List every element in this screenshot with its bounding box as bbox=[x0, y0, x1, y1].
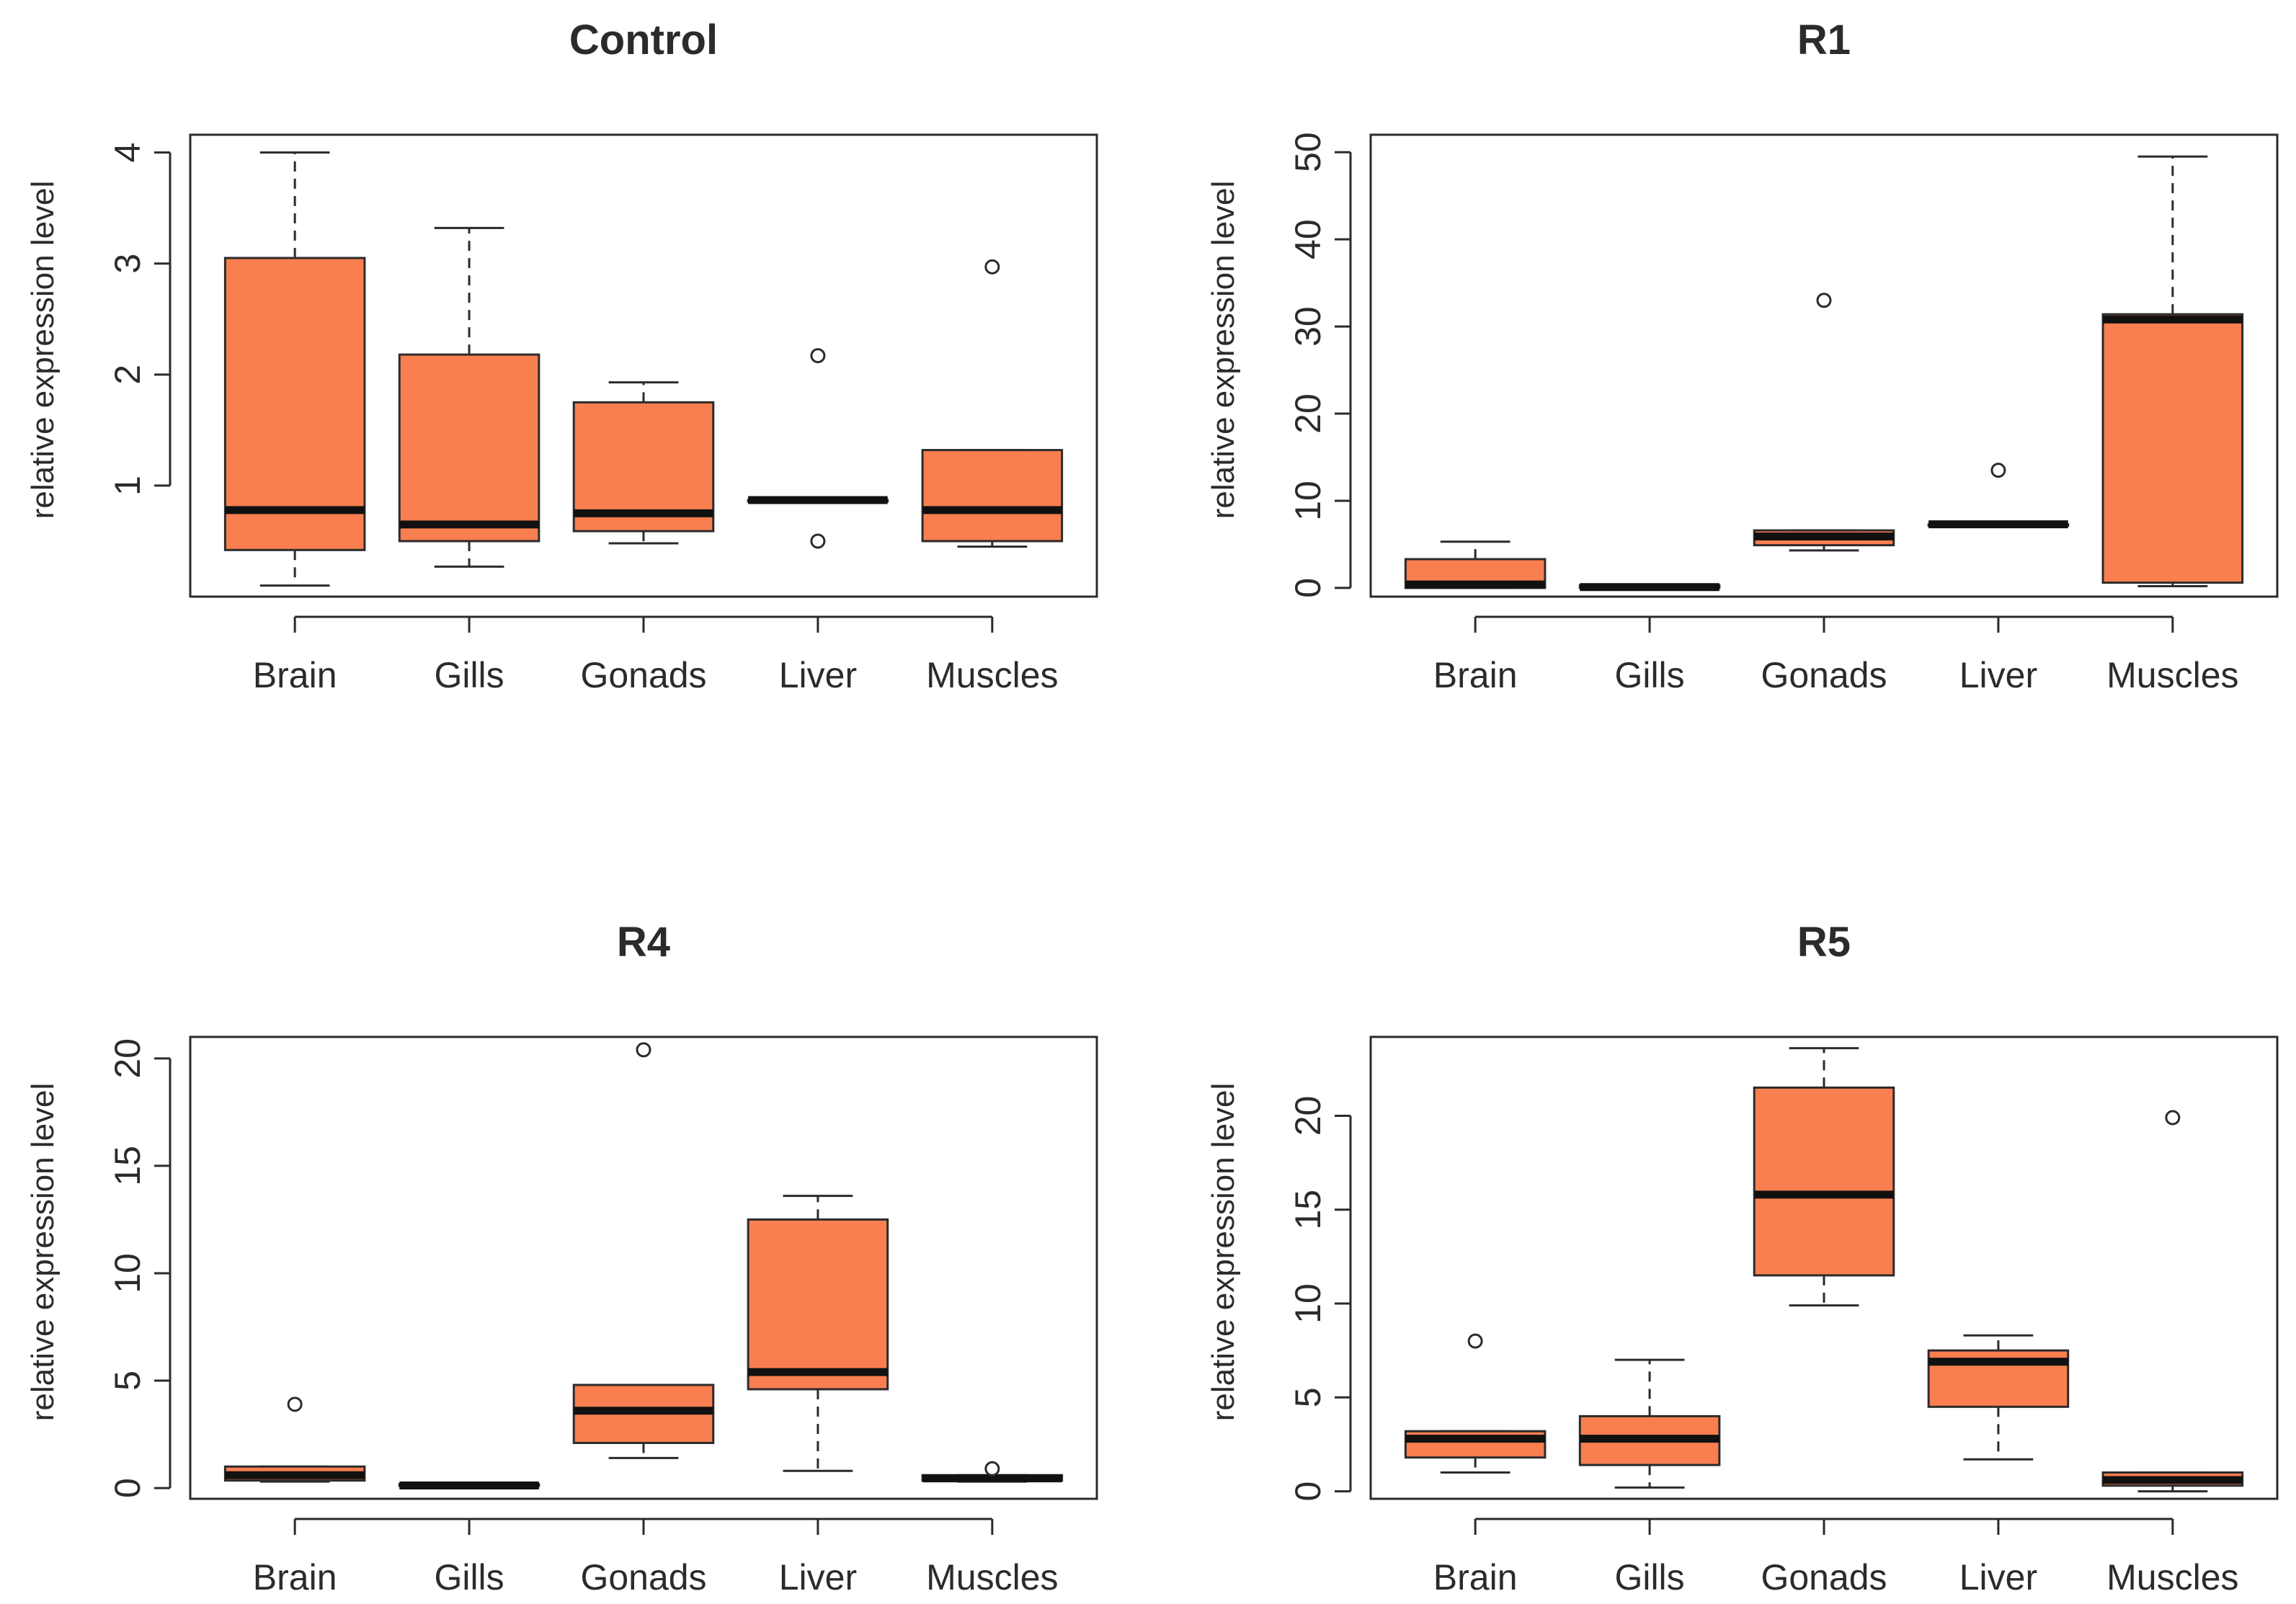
box-r4-liver bbox=[747, 1195, 889, 1472]
outlier-point bbox=[636, 1042, 651, 1058]
outlier-point bbox=[287, 1396, 303, 1412]
y-tick-label: 0 bbox=[107, 1478, 148, 1498]
x-tick-label: Gonads bbox=[1761, 1557, 1887, 1598]
y-tick-label: 1 bbox=[107, 476, 148, 496]
plot-frame bbox=[189, 1035, 1098, 1500]
x-tick-label: Brain bbox=[1433, 1557, 1518, 1598]
box-r5-muscles bbox=[2101, 1110, 2244, 1493]
panel-title: R4 bbox=[617, 919, 670, 966]
y-tick-label: 50 bbox=[1288, 132, 1328, 172]
y-tick-label: 40 bbox=[1288, 219, 1328, 259]
x-tick-label: Liver bbox=[779, 655, 857, 695]
box-iqr bbox=[747, 1218, 889, 1391]
outlier-point bbox=[984, 259, 1000, 275]
box-r4-brain bbox=[223, 1396, 366, 1483]
x-tick-label: Muscles bbox=[2106, 1557, 2238, 1598]
x-tick-label: Brain bbox=[253, 1557, 337, 1598]
x-tick-label: Liver bbox=[1959, 655, 2037, 695]
x-tick-label: Gills bbox=[434, 1557, 504, 1598]
x-tick-label: Liver bbox=[779, 1557, 857, 1598]
box-r4-gonads bbox=[572, 1042, 715, 1459]
x-tick-label: Muscles bbox=[926, 1557, 1058, 1598]
panel-r4: R4 0 5 10 15 20 relative expression level Brain… bbox=[25, 919, 1098, 1598]
box-r4-muscles bbox=[921, 1461, 1064, 1483]
y-tick-label: 5 bbox=[107, 1371, 148, 1391]
y-tick-label: 5 bbox=[1288, 1387, 1328, 1407]
x-tick-label: Muscles bbox=[926, 655, 1058, 695]
x-tick-label: Gonads bbox=[580, 1557, 706, 1598]
x-tick-label: Gonads bbox=[580, 655, 706, 695]
x-tick-label: Brain bbox=[253, 655, 337, 695]
x-tick-label: Liver bbox=[1959, 1557, 2037, 1598]
x-tick-label: Muscles bbox=[2106, 655, 2238, 695]
box-r1-gills bbox=[1578, 583, 1721, 592]
y-tick-label: 0 bbox=[1288, 578, 1328, 598]
x-tick-label: Brain bbox=[1433, 655, 1518, 695]
y-tick-label: 10 bbox=[1288, 1283, 1328, 1324]
x-tick-label: Gills bbox=[434, 655, 504, 695]
box-r5-gills bbox=[1578, 1358, 1721, 1489]
box-r4-gills bbox=[398, 1482, 540, 1490]
box-control-liver bbox=[747, 348, 889, 549]
plot-frame bbox=[1369, 133, 2279, 598]
outlier-point bbox=[1467, 1333, 1483, 1349]
x-tick-label: Gonads bbox=[1761, 655, 1887, 695]
box-r1-gonads bbox=[1753, 293, 1895, 552]
panel-control: Control 1 2 3 4 relative expression level Brai… bbox=[25, 17, 1098, 695]
box-iqr bbox=[1753, 1086, 1895, 1277]
y-tick-label: 15 bbox=[1288, 1190, 1328, 1230]
panel-r1: R1 0 10 20 30 40 50 relative expression level Br… bbox=[1206, 17, 2279, 695]
box-control-muscles bbox=[921, 259, 1064, 548]
box-r1-brain bbox=[1404, 540, 1547, 589]
outlier-point bbox=[2165, 1110, 2181, 1126]
y-tick-label: 3 bbox=[107, 254, 148, 274]
box-r5-brain bbox=[1404, 1333, 1547, 1474]
box-control-gonads bbox=[572, 381, 715, 545]
y-tick-label: 20 bbox=[1288, 1096, 1328, 1136]
y-tick-label: 15 bbox=[107, 1146, 148, 1186]
outlier-point bbox=[1990, 463, 2006, 478]
panel-title: R5 bbox=[1797, 919, 1851, 966]
panel-title: Control bbox=[569, 17, 718, 63]
y-axis-title: relative expression level bbox=[1206, 1083, 1241, 1422]
box-r1-liver bbox=[1927, 463, 2070, 529]
outlier-point bbox=[810, 533, 826, 549]
plot-frame bbox=[189, 133, 1098, 598]
y-axis-title: relative expression level bbox=[1206, 181, 1241, 520]
box-control-brain bbox=[223, 151, 366, 587]
y-tick-label: 2 bbox=[107, 365, 148, 385]
box-r5-liver bbox=[1927, 1334, 2070, 1461]
y-tick-label: 10 bbox=[1288, 481, 1328, 521]
y-tick-label: 4 bbox=[107, 143, 148, 163]
y-tick-label: 30 bbox=[1288, 306, 1328, 347]
outlier-point bbox=[810, 348, 826, 364]
box-iqr bbox=[921, 449, 1064, 543]
box-iqr bbox=[223, 257, 366, 551]
outlier-point bbox=[1816, 293, 1832, 308]
y-tick-label: 10 bbox=[107, 1253, 148, 1293]
y-axis-title: relative expression level bbox=[25, 181, 61, 520]
box-r1-muscles bbox=[2101, 155, 2244, 587]
outlier-point bbox=[984, 1461, 1000, 1476]
plot-frame bbox=[1369, 1035, 2279, 1500]
x-tick-label: Gills bbox=[1614, 655, 1684, 695]
panel-r5: R5 0 5 10 15 20 relative expression level Brain… bbox=[1206, 919, 2279, 1598]
x-tick-label: Gills bbox=[1614, 1557, 1684, 1598]
box-iqr bbox=[2101, 313, 2244, 584]
y-tick-label: 20 bbox=[107, 1038, 148, 1079]
box-control-gills bbox=[398, 226, 540, 568]
panel-title: R1 bbox=[1797, 17, 1851, 63]
y-tick-label: 0 bbox=[1288, 1482, 1328, 1502]
y-axis-title: relative expression level bbox=[25, 1083, 61, 1422]
box-r5-gonads bbox=[1753, 1047, 1895, 1307]
box-iqr bbox=[398, 353, 540, 543]
y-tick-label: 20 bbox=[1288, 393, 1328, 434]
